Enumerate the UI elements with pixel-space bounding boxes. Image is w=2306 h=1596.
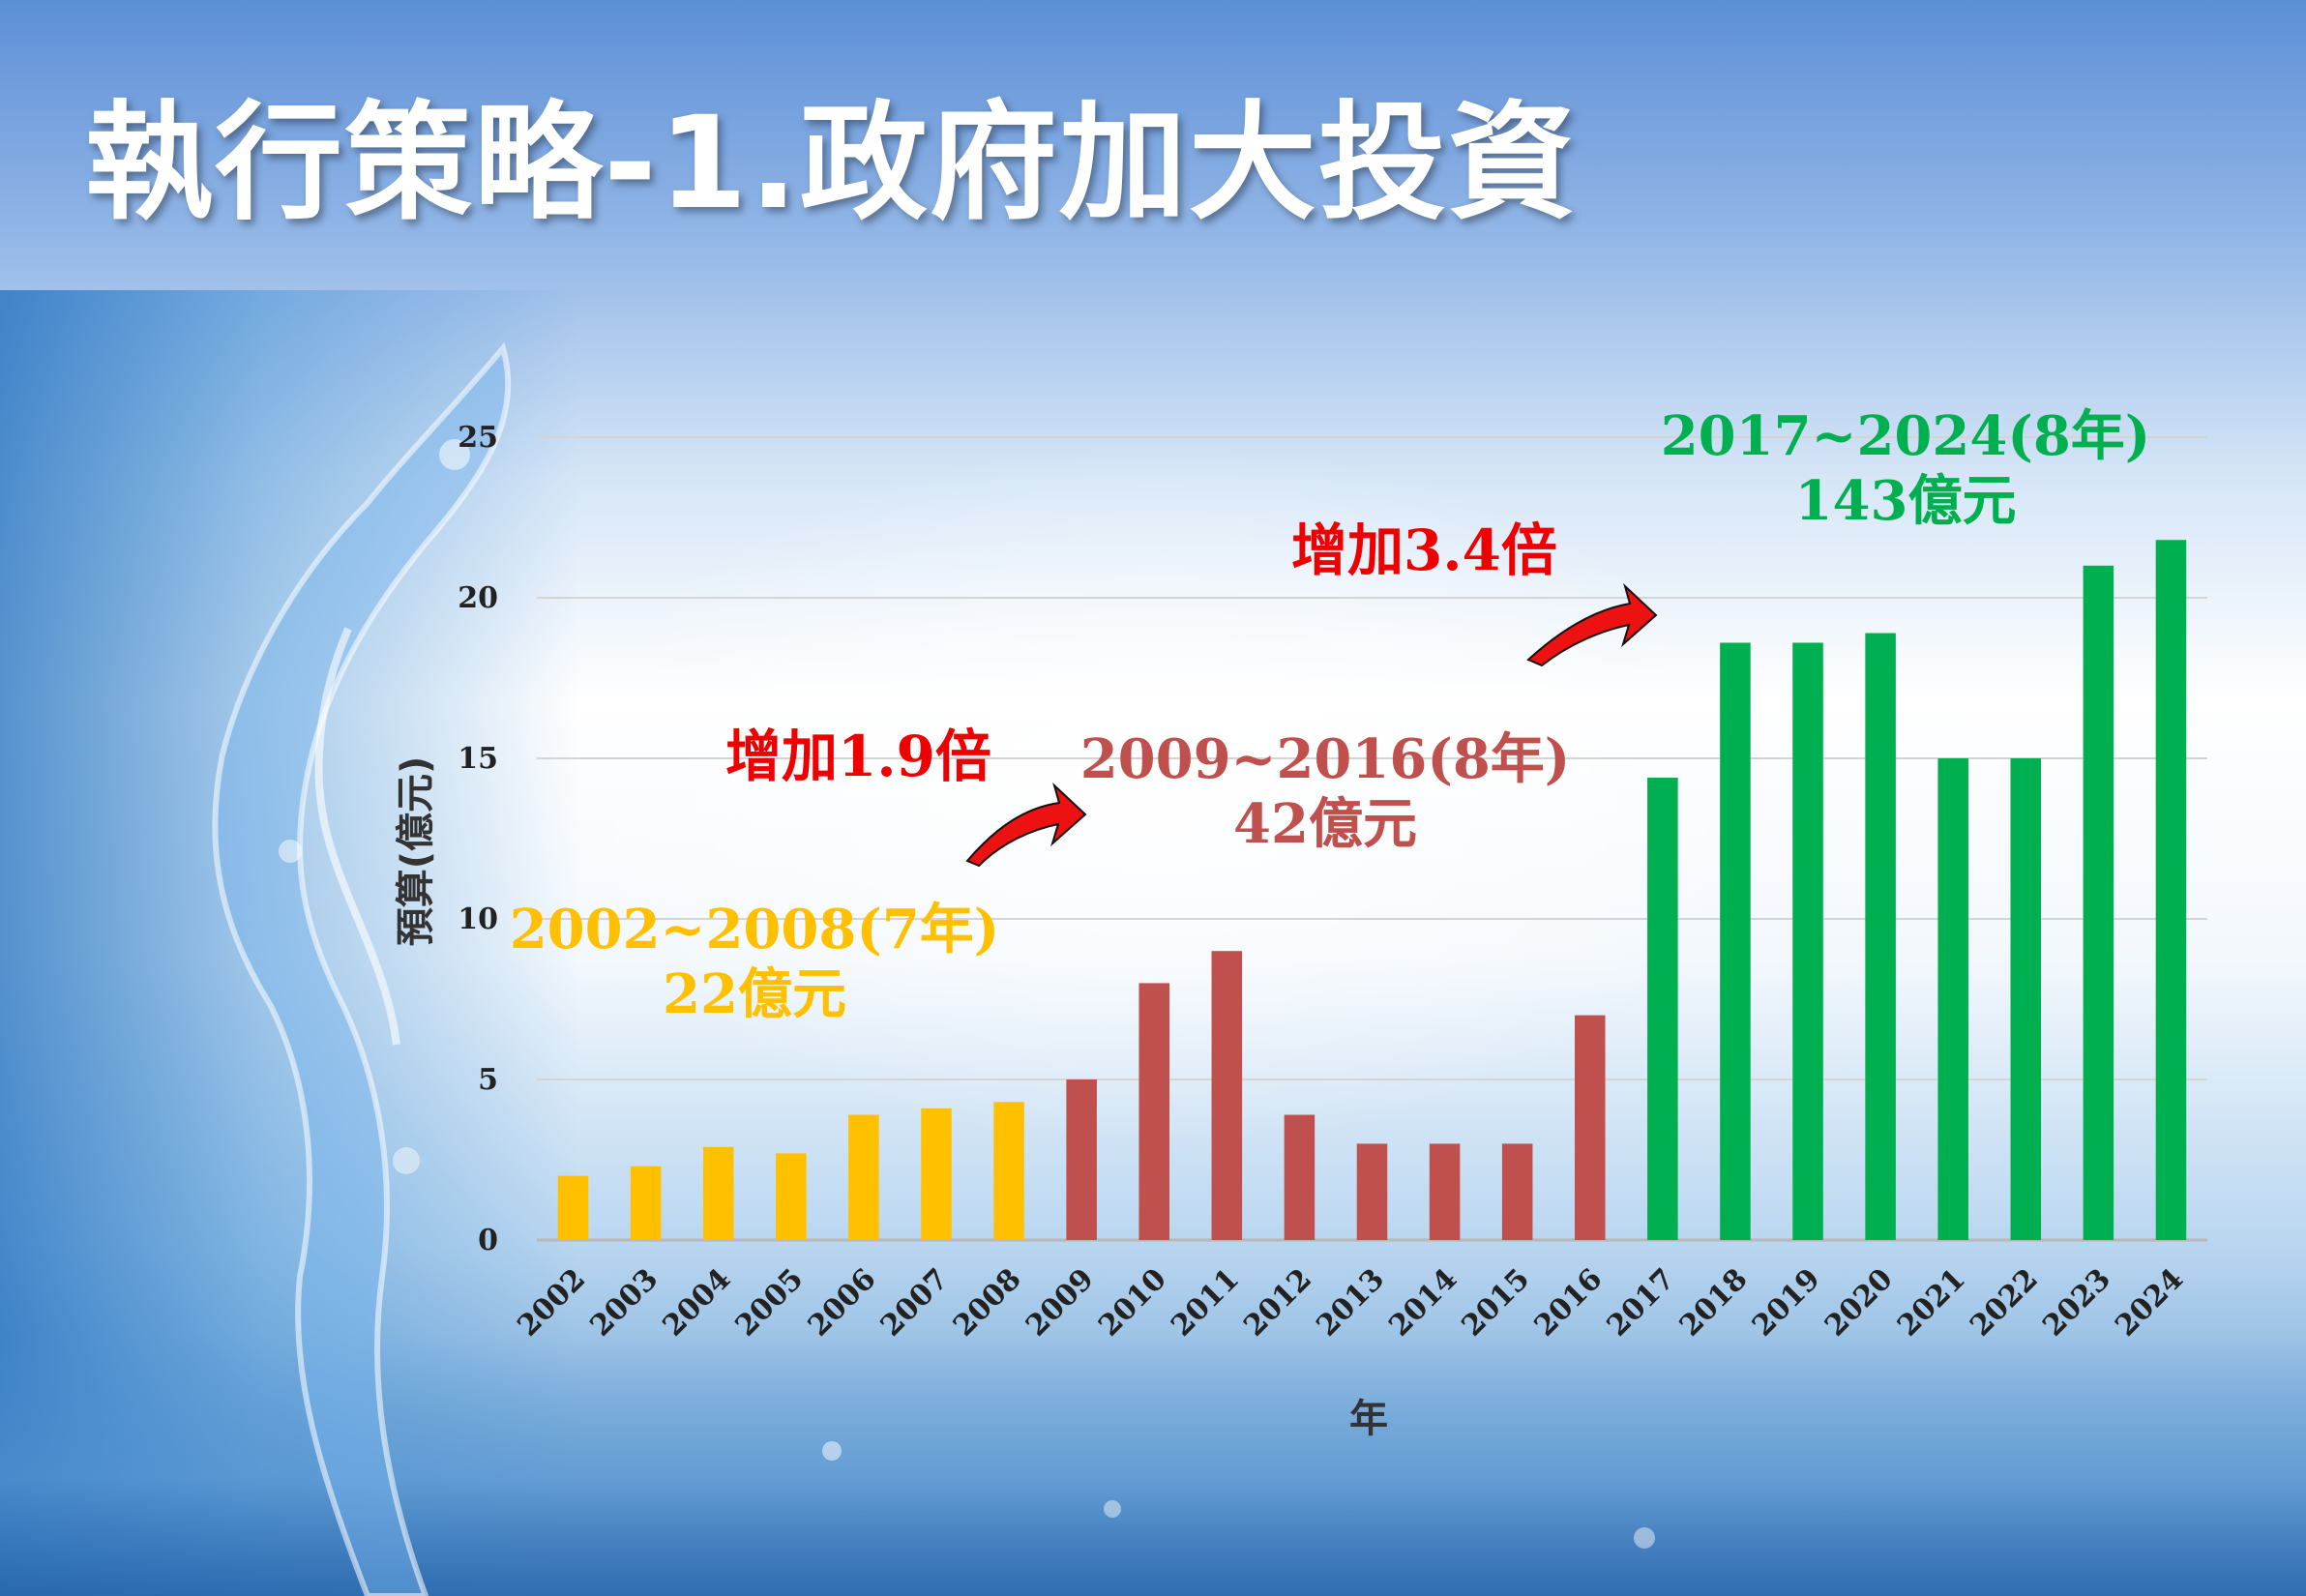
bar-2010: [1138, 983, 1170, 1240]
x-tick-label: 2023: [2036, 1262, 2117, 1344]
period3-range: 2017~2024(8年): [1660, 404, 2151, 468]
x-axis-title: 年: [1349, 1397, 1388, 1441]
x-tick-label: 2011: [1165, 1262, 1246, 1344]
y-axis-ticks: 0 5 10 15 20 25: [458, 421, 498, 1257]
y-tick-label: 25: [458, 421, 498, 455]
x-tick-label: 2017: [1601, 1262, 1682, 1344]
x-tick-label: 2019: [1746, 1262, 1827, 1344]
bar-2022: [2010, 758, 2042, 1240]
period3-total: 143億元: [1794, 469, 2017, 534]
x-tick-label: 2015: [1456, 1262, 1537, 1344]
bar-2004: [702, 1146, 734, 1240]
bar-2017: [1647, 777, 1678, 1240]
y-axis-title: 預算(億元): [394, 756, 438, 947]
y-tick-label: 5: [478, 1063, 498, 1097]
x-tick-label: 2008: [947, 1262, 1028, 1344]
period2-range: 2009~2016(8年): [1079, 727, 1571, 791]
period2-total: 42億元: [1233, 792, 1417, 857]
x-tick-label: 2020: [1818, 1262, 1900, 1344]
bar-2009: [1066, 1079, 1097, 1240]
y-tick-label: 15: [458, 742, 498, 776]
period1-total: 22億元: [663, 962, 846, 1027]
increase-arrow-1: [965, 782, 1087, 868]
bar-2005: [776, 1153, 807, 1240]
x-tick-label: 2022: [1964, 1262, 2045, 1344]
bar-2024: [2155, 540, 2187, 1240]
bar-2008: [993, 1102, 1024, 1240]
x-tick-label: 2004: [657, 1262, 738, 1344]
increase1-label: 增加1.9倍: [725, 724, 991, 789]
x-tick-label: 2009: [1020, 1262, 1101, 1344]
x-tick-label: 2024: [2109, 1262, 2190, 1344]
x-tick-label: 2013: [1310, 1262, 1391, 1344]
bar-2006: [848, 1114, 879, 1240]
bar-2013: [1356, 1143, 1388, 1240]
bar-2016: [1574, 1015, 1606, 1240]
x-tick-label: 2016: [1528, 1262, 1610, 1344]
bar-2014: [1429, 1143, 1461, 1240]
x-tick-label: 2018: [1673, 1262, 1755, 1344]
bar-2007: [921, 1108, 952, 1240]
x-axis-ticks: 2002200320042005200620072008200920102011…: [511, 1262, 2190, 1344]
bar-2021: [1937, 758, 1968, 1240]
x-tick-label: 2006: [802, 1262, 883, 1344]
x-tick-label: 2003: [583, 1262, 665, 1344]
increase-arrow-2: [1526, 582, 1658, 667]
x-tick-label: 2021: [1891, 1262, 1972, 1344]
bar-2002: [557, 1175, 589, 1240]
period1-annotation: 2002~2008(7年) 22億元: [503, 898, 1006, 1027]
x-tick-label: 2014: [1382, 1262, 1463, 1344]
bar-2011: [1211, 951, 1243, 1240]
bar-2012: [1284, 1114, 1316, 1240]
x-tick-label: 2010: [1092, 1262, 1173, 1344]
increase2-label: 增加3.4倍: [1291, 517, 1557, 583]
period2-annotation: 2009~2016(8年) 42億元: [1074, 727, 1577, 857]
water-backdrop-bottom: [0, 1335, 2306, 1596]
y-tick-label: 10: [458, 902, 498, 936]
x-tick-label: 2007: [874, 1262, 956, 1344]
bars: [557, 540, 2187, 1240]
bar-2023: [2083, 565, 2114, 1240]
x-tick-label: 2002: [511, 1262, 592, 1344]
bar-2015: [1501, 1143, 1533, 1240]
bar-2019: [1792, 642, 1823, 1240]
y-tick-label: 20: [458, 581, 498, 615]
period1-range: 2002~2008(7年): [509, 898, 1000, 961]
x-tick-label: 2005: [729, 1262, 811, 1344]
period3-annotation: 2017~2024(8年) 143億元: [1644, 404, 2167, 534]
y-tick-label: 0: [478, 1224, 498, 1257]
bar-2003: [630, 1166, 662, 1240]
page-title: 執行策略-1.政府加大投資: [85, 89, 1578, 238]
bar-2020: [1865, 633, 1896, 1240]
bar-2018: [1720, 642, 1751, 1240]
x-tick-label: 2012: [1237, 1262, 1318, 1344]
